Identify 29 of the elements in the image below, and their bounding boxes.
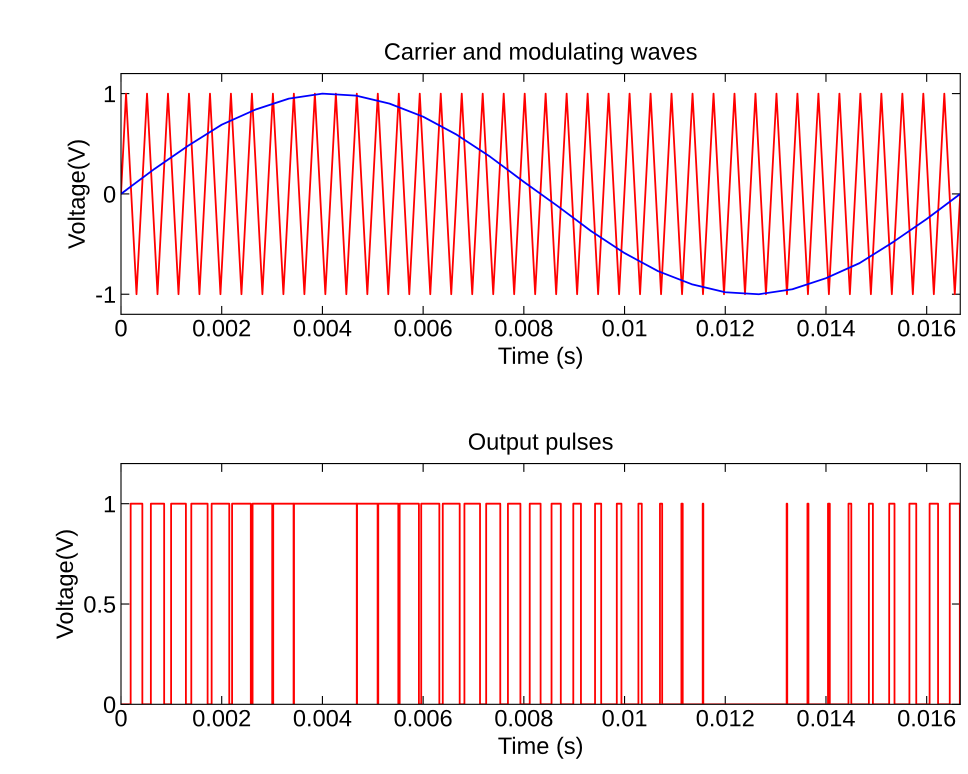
x-tick-label: 0.01 bbox=[602, 320, 646, 336]
y-axis-title: Voltage(V) bbox=[56, 530, 78, 639]
x-axis-title: Time (s) bbox=[498, 736, 582, 759]
x-tick-label: 0.002 bbox=[193, 710, 250, 727]
x-tick-label: 0.016 bbox=[898, 320, 956, 336]
y-tick-label: 1 bbox=[104, 496, 115, 512]
x-tick-label: 0.016 bbox=[898, 710, 956, 727]
x-tick-label: 0.002 bbox=[193, 320, 250, 336]
x-tick-label: 0.008 bbox=[495, 320, 552, 336]
y-tick-label: 0.5 bbox=[84, 596, 116, 613]
x-tick-label: 0.006 bbox=[394, 710, 452, 727]
x-tick-label: 0.014 bbox=[797, 710, 855, 727]
x-tick-label: 0.006 bbox=[394, 320, 452, 336]
y-axis-title: Voltage(V) bbox=[68, 140, 90, 249]
x-tick-label: 0.004 bbox=[294, 320, 352, 336]
x-tick-label: 0.012 bbox=[696, 320, 754, 336]
x-axis-title: Time (s) bbox=[498, 346, 582, 369]
chart-title: Output pulses bbox=[468, 432, 613, 455]
x-tick-label: 0.004 bbox=[294, 710, 352, 727]
y-tick-label: 0 bbox=[104, 696, 116, 714]
y-tick-label: 0 bbox=[104, 186, 116, 203]
x-tick-label: 0.008 bbox=[495, 710, 552, 727]
x-tick-label: 0.012 bbox=[696, 710, 754, 727]
y-tick-label: -1 bbox=[96, 286, 115, 303]
x-tick-label: 0.014 bbox=[797, 320, 855, 336]
chart-title: Carrier and modulating waves bbox=[385, 42, 697, 65]
x-tick-label: 0.01 bbox=[602, 710, 646, 727]
x-tick-label: 0 bbox=[115, 320, 127, 336]
y-tick-label: 1 bbox=[104, 86, 115, 102]
